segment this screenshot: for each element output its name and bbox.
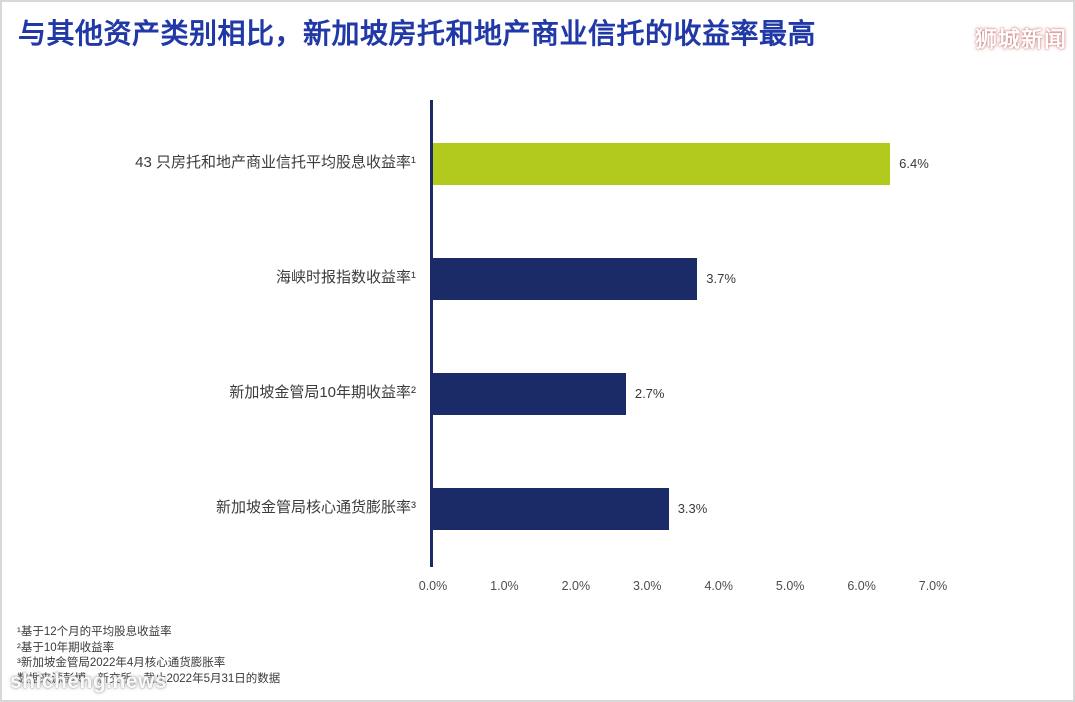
- bar-sti-yield: [433, 257, 698, 300]
- category-label: 43 只房托和地产商业信托平均股息收益率¹: [135, 154, 416, 172]
- footnote-line: ²基于10年期收益率: [17, 641, 115, 654]
- bar-row: 43 只房托和地产商业信托平均股息收益率¹ 6.4%: [16, 106, 1056, 221]
- yield-comparison-bar-chart: 43 只房托和地产商业信托平均股息收益率¹ 6.4% 海峡时报指数收益率¹ 3.…: [16, 100, 1056, 595]
- bar-row: 海峡时报指数收益率¹ 3.7%: [16, 221, 1056, 336]
- x-tick: 6.0%: [847, 579, 876, 593]
- bar-rows: 43 只房托和地产商业信托平均股息收益率¹ 6.4% 海峡时报指数收益率¹ 3.…: [16, 100, 1056, 566]
- y-axis-line: [430, 100, 433, 567]
- x-tick: 2.0%: [561, 579, 591, 593]
- plot-area: 43 只房托和地产商业信托平均股息收益率¹ 6.4% 海峡时报指数收益率¹ 3.…: [16, 100, 1056, 567]
- page-title: 与其他资产类别相比，新加坡房托和地产商业信托的收益率最高: [18, 18, 817, 49]
- bar-track: 3.7%: [433, 257, 933, 300]
- bar-row: 新加坡金管局核心通货膨胀率³ 3.3%: [16, 451, 1056, 566]
- watermark-site-url: shicheng.news: [10, 670, 168, 693]
- footnote-line: 数据来源彭博，新交所，截止2022年5月31日的数据: [17, 672, 281, 685]
- watermark-site-badge: 狮城新闻: [974, 27, 1067, 52]
- category-label: 海峡时报指数收益率¹: [276, 269, 416, 287]
- x-axis: 0.0% 1.0% 2.0% 3.0% 4.0% 5.0% 6.0% 7.0%: [419, 579, 948, 595]
- value-label: 3.7%: [706, 271, 736, 286]
- footnote-line: ¹基于12个月的平均股息收益率: [17, 626, 172, 638]
- bar-row: 新加坡金管局10年期收益率² 2.7%: [16, 336, 1056, 451]
- x-tick: 5.0%: [775, 579, 805, 593]
- bar-mas-core-inflation: [433, 487, 669, 530]
- value-label: 2.7%: [634, 386, 665, 401]
- footnote-line: ³新加坡金管局2022年4月核心通货膨胀率: [17, 657, 226, 669]
- value-label: 6.4%: [899, 156, 929, 171]
- category-label: 新加坡金管局核心通货膨胀率³: [216, 499, 416, 517]
- x-tick: 4.0%: [704, 579, 733, 593]
- x-tick: 3.0%: [633, 579, 662, 593]
- value-label: 3.3%: [677, 501, 708, 516]
- bar-mas-10y-yield: [433, 372, 626, 415]
- x-tick: 0.0%: [418, 579, 448, 593]
- bar-track: 6.4%: [433, 142, 933, 185]
- footnotes: ¹基于12个月的平均股息收益率 ²基于10年期收益率 ³新加坡金管局2022年4…: [17, 625, 280, 687]
- bar-track: 3.3%: [433, 487, 933, 530]
- bar-reits-dividend-yield: [433, 142, 891, 185]
- category-label: 新加坡金管局10年期收益率²: [229, 384, 416, 402]
- bar-track: 2.7%: [433, 372, 933, 415]
- x-tick: 7.0%: [918, 579, 948, 593]
- x-tick: 1.0%: [490, 579, 519, 593]
